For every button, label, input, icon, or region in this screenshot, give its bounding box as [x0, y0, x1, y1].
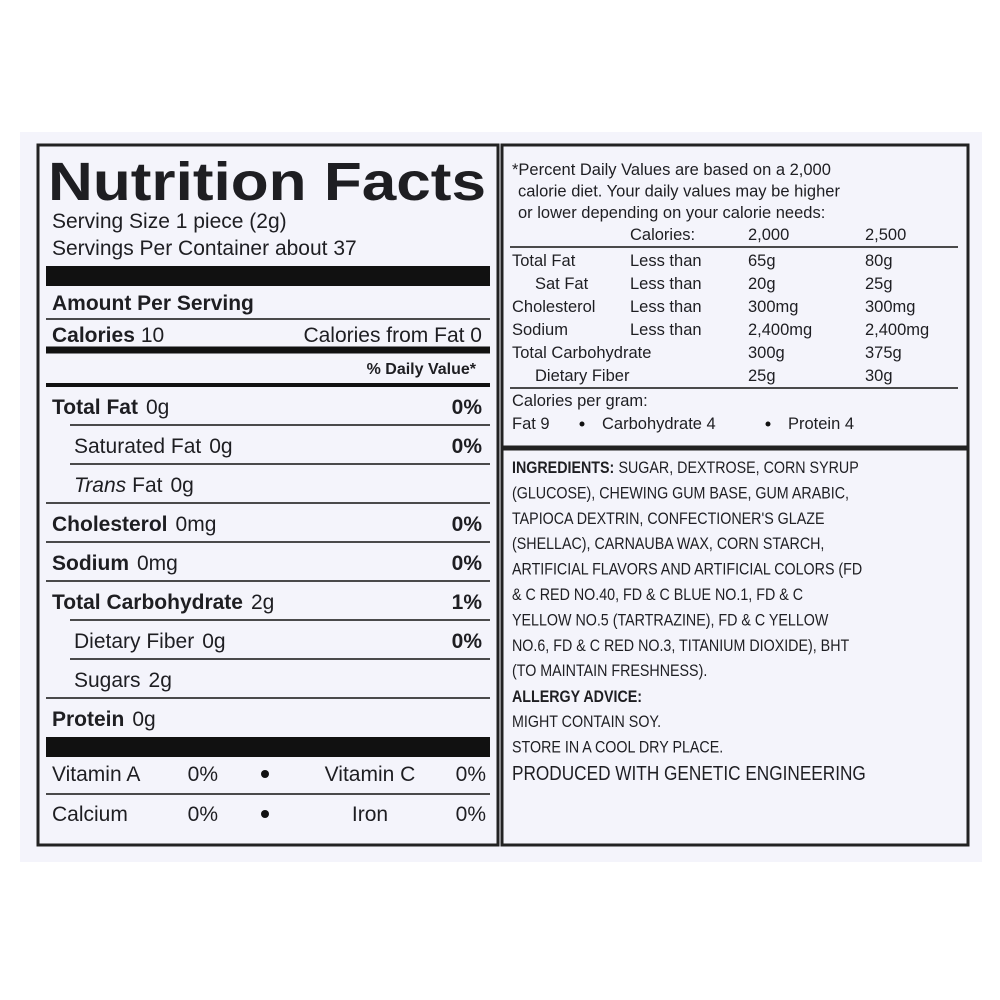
footnote-row-limit: Less than	[630, 298, 702, 316]
vitamin-dv: 0%	[456, 763, 486, 786]
footnote-row-name: Cholesterol	[512, 298, 595, 316]
nutrient-amount: 0g	[146, 396, 169, 419]
footnote-row-limit: Less than	[630, 252, 702, 270]
footnote-text: calorie diet. Your daily values may be h…	[518, 183, 840, 201]
ingredients-line: (TO MAINTAIN FRESHNESS).	[512, 662, 707, 680]
nutrient-name: Total Carbohydrate	[52, 591, 243, 614]
ingredients-line: SUGAR, DEXTROSE, CORN SYRUP	[618, 459, 858, 477]
title: Nutrition Facts	[48, 152, 486, 212]
nutrient-name: Sugars	[74, 669, 141, 692]
ingredients-line: YELLOW NO.5 (TARTRAZINE), FD & C YELLOW	[512, 611, 829, 629]
footnote-row-value: 65g	[748, 252, 776, 270]
calories-from-fat: Calories from Fat 0	[303, 324, 482, 347]
ingredients-note: PRODUCED WITH GENETIC ENGINEERING	[512, 763, 866, 786]
nutrient-amount: 0g	[132, 708, 155, 731]
per-gram-item: Fat 9	[512, 415, 550, 433]
footnote-row-value: 30g	[865, 367, 893, 385]
nutrient-name: Dietary Fiber	[74, 630, 194, 653]
calories-amount: 10	[141, 324, 164, 347]
amount-per-serving: Amount Per Serving	[52, 292, 254, 315]
vitamin-name: Vitamin C	[325, 763, 416, 786]
nutrient-name: Protein	[52, 708, 124, 731]
vitamin-name: Vitamin A	[52, 763, 140, 786]
nutrient-dv: 0%	[452, 435, 483, 458]
nutrient-name: Total Fat	[52, 396, 138, 419]
nutrient-amount: 0g	[202, 630, 225, 653]
vitamin-name: Calcium	[52, 803, 128, 826]
ingredients-line: & C RED NO.40, FD & C BLUE NO.1, FD & C	[512, 586, 803, 604]
nutrient-amount: 0mg	[137, 552, 178, 575]
daily-value-header: % Daily Value*	[367, 361, 477, 378]
vitamin-dv: 0%	[456, 803, 486, 826]
nutrient-amount: 0mg	[176, 513, 217, 536]
bullet	[261, 770, 269, 778]
nutrient-name: Fat	[132, 474, 163, 497]
vitamin-dv: 0%	[188, 763, 218, 786]
footnote-row-value: 300mg	[748, 298, 798, 316]
vitamin-name: Iron	[352, 803, 388, 826]
allergy-line: STORE IN A COOL DRY PLACE.	[512, 738, 723, 756]
ingredients-panel	[500, 447, 970, 847]
footnote-row-name: Sodium	[512, 321, 568, 339]
footnote-row-value: 25g	[748, 367, 776, 385]
footnote-row-value: 80g	[865, 252, 893, 270]
ingredients-line: (SHELLAC), CARNAUBA WAX, CORN STARCH,	[512, 535, 824, 553]
footnote-row-limit: Less than	[630, 275, 702, 293]
ingredients-line: TAPIOCA DEXTRIN, CONFECTIONER'S GLAZE	[512, 510, 824, 528]
ingredients-line: ARTIFICIAL FLAVORS AND ARTIFICIAL COLORS…	[512, 561, 862, 579]
nutrient-amount: 2g	[149, 669, 172, 692]
footnote-row-limit: Less than	[630, 321, 702, 339]
footnote-row-name: Total Carbohydrate	[512, 344, 651, 362]
ingredients-heading: INGREDIENTS:	[512, 459, 614, 477]
vitamin-dv: 0%	[188, 803, 218, 826]
ingredients-block: INGREDIENTS: SUGAR, DEXTROSE, CORN SYRUP (…	[512, 459, 866, 785]
nutrient-name: Cholesterol	[52, 513, 168, 536]
nutrient-name: Sodium	[52, 552, 129, 575]
footnote-row-value: 20g	[748, 275, 776, 293]
footnote-row-value: 300g	[748, 344, 785, 362]
nutrient-dv: 0%	[452, 513, 483, 536]
serving-size: Serving Size 1 piece (2g)	[52, 210, 287, 233]
nutrient-amount: 0g	[209, 435, 232, 458]
footnote-row-value: 2,400mg	[865, 321, 929, 339]
allergy-heading: ALLERGY ADVICE:	[512, 688, 642, 706]
servings-per-container: Servings Per Container about 37	[52, 237, 357, 260]
nutrient-dv: 0%	[452, 630, 483, 653]
footnote-row-value: 25g	[865, 275, 893, 293]
per-gram-item: Carbohydrate 4	[602, 415, 716, 433]
bullet	[261, 810, 269, 818]
footnote-header: 2,500	[865, 226, 906, 244]
nutrient-dv: 0%	[452, 552, 483, 575]
footnote-row-name: Dietary Fiber	[535, 367, 630, 385]
nutrient-amount: 2g	[251, 591, 274, 614]
nutrient-name-italic: Trans	[74, 474, 127, 497]
bullet	[765, 421, 771, 427]
footnote-row-name: Sat Fat	[535, 275, 589, 293]
footnote-row-name: Total Fat	[512, 252, 576, 270]
footnote-header: Calories:	[630, 226, 695, 244]
nutrient-dv: 1%	[452, 591, 483, 614]
footnote-text: or lower depending on your calorie needs…	[518, 204, 825, 222]
footnote-row-value: 300mg	[865, 298, 915, 316]
facts-panel	[36, 143, 500, 847]
per-gram-title: Calories per gram:	[512, 392, 648, 410]
footnote-text: *Percent Daily Values are based on a 2,0…	[512, 161, 831, 179]
allergy-line: MIGHT CONTAIN SOY.	[512, 713, 661, 731]
nutrient-name: Saturated Fat	[74, 435, 201, 458]
ingredients-line: NO.6, FD & C RED NO.3, TITANIUM DIOXIDE)…	[512, 637, 850, 655]
footnote-panel	[500, 143, 970, 449]
bullet	[579, 421, 585, 427]
ingredients-line: (GLUCOSE), CHEWING GUM BASE, GUM ARABIC,	[512, 484, 849, 502]
footnote-header: 2,000	[748, 226, 789, 244]
calories-label: Calories	[52, 324, 135, 347]
nutrient-amount: 0g	[170, 474, 193, 497]
nutrient-dv: 0%	[452, 396, 483, 419]
footnote-row-value: 2,400mg	[748, 321, 812, 339]
footnote-row-value: 375g	[865, 344, 902, 362]
per-gram-item: Protein 4	[788, 415, 854, 433]
